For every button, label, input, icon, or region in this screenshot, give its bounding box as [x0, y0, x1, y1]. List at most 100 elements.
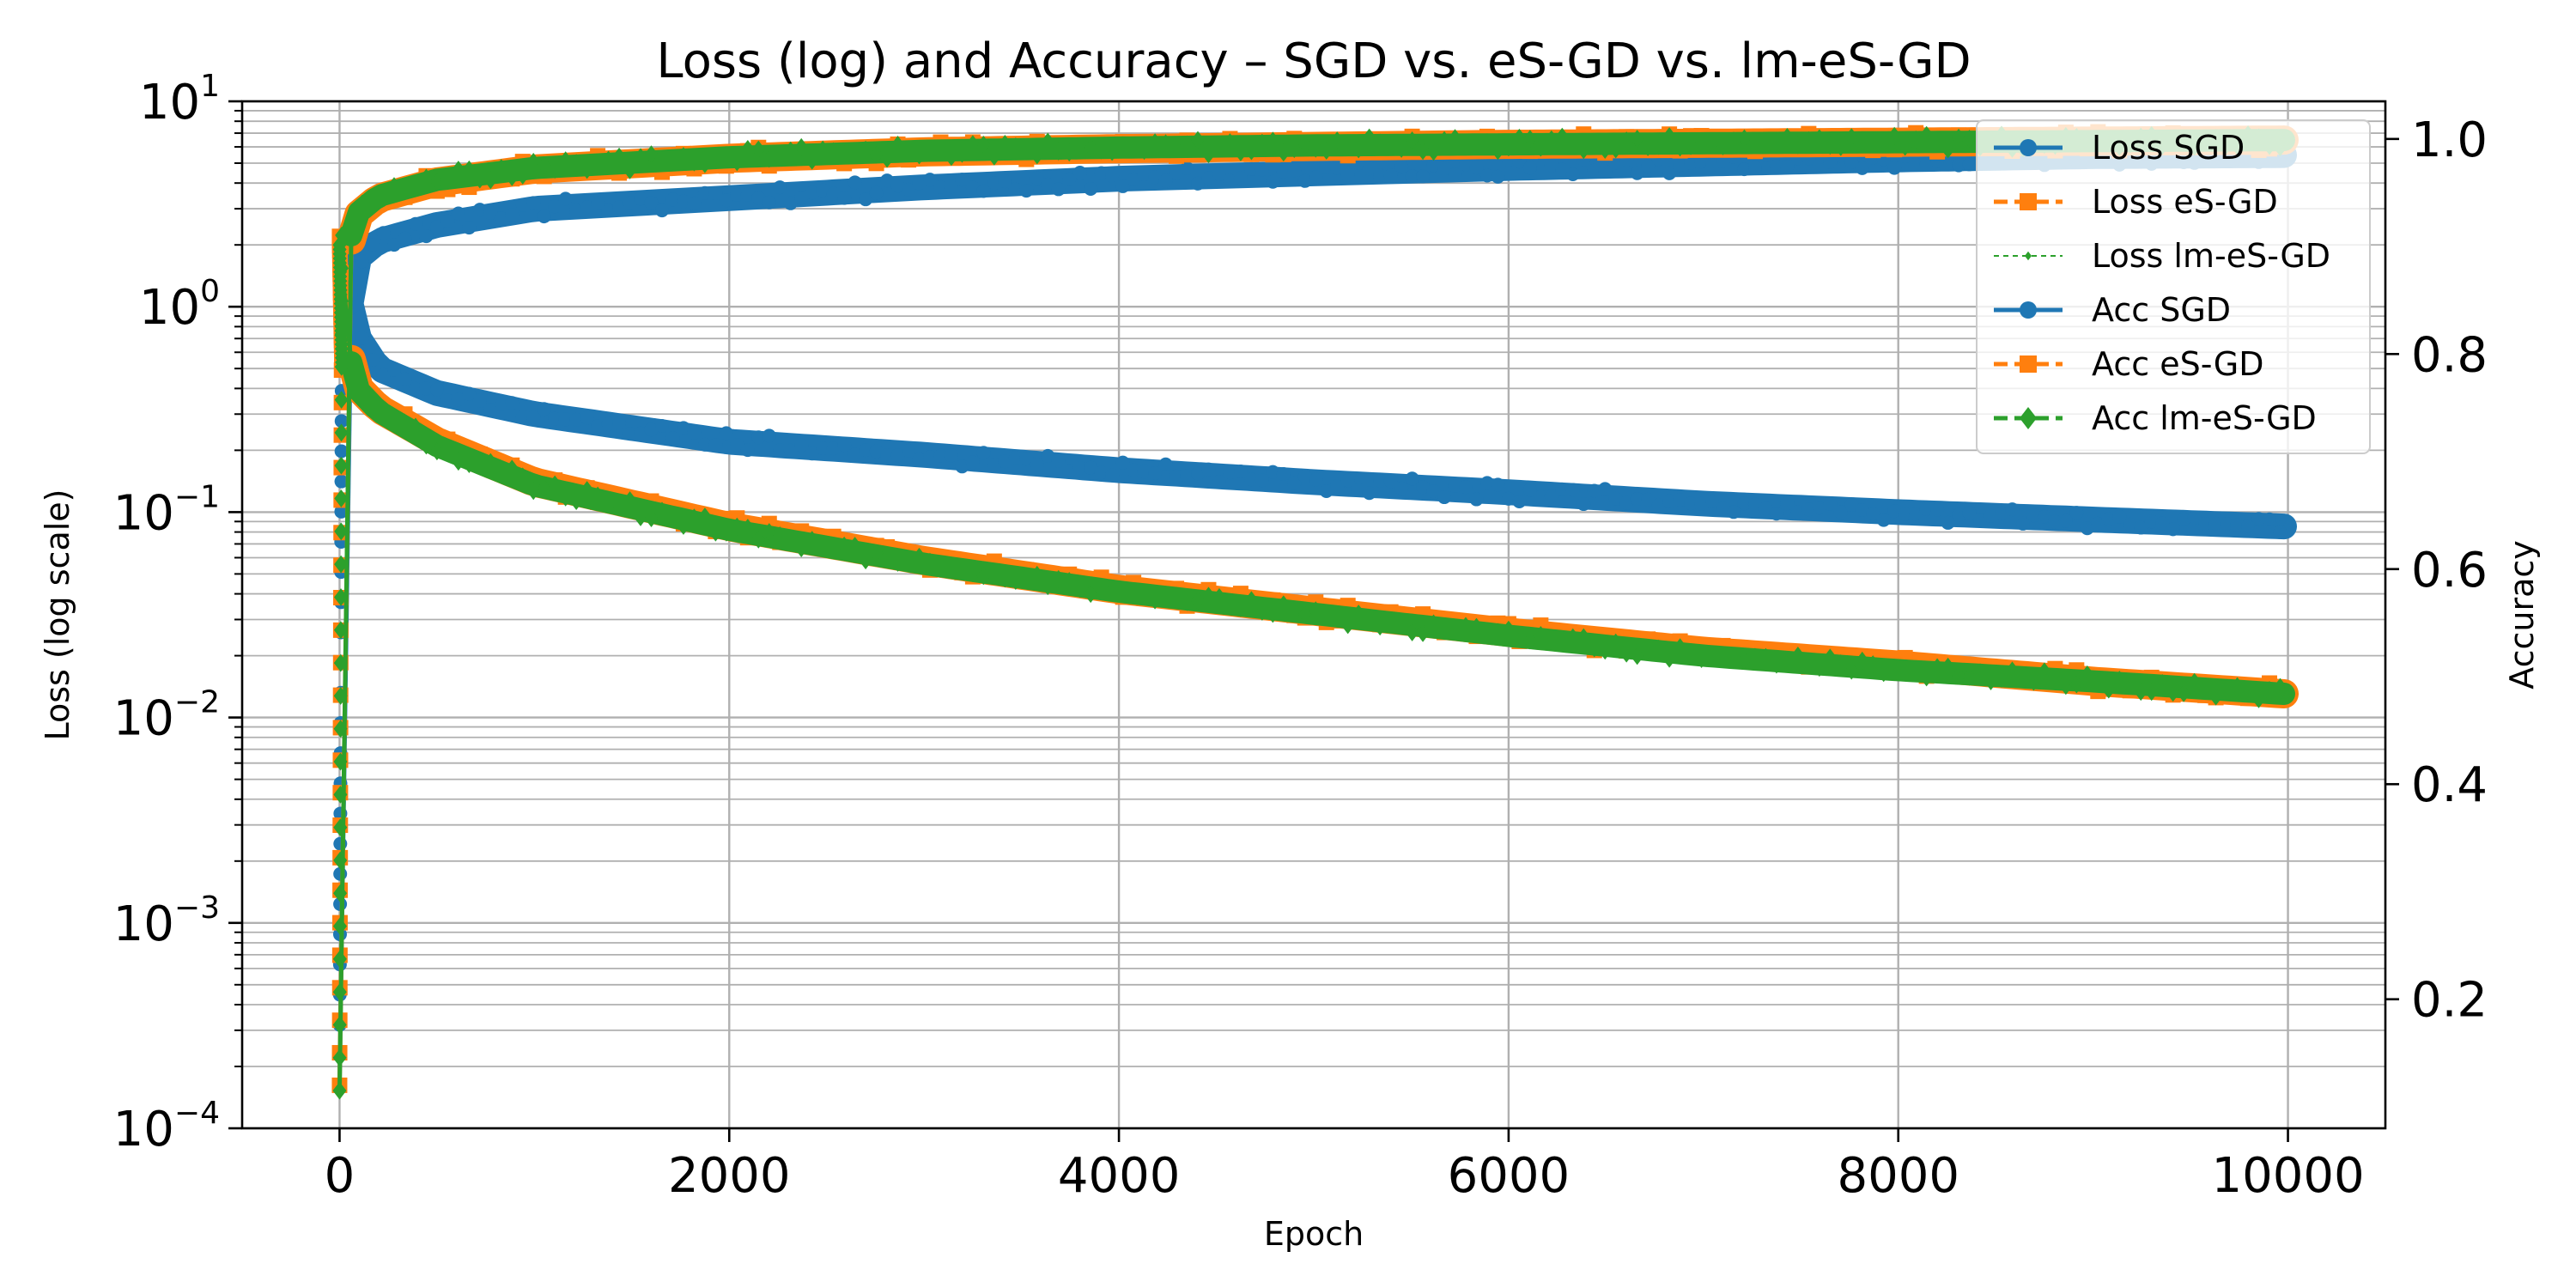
- data-point: [2080, 521, 2094, 536]
- data-point: [1223, 465, 1237, 480]
- data-point: [1759, 134, 1773, 153]
- data-point: [773, 180, 787, 195]
- data-point: [1233, 599, 1248, 617]
- data-point: [955, 173, 969, 187]
- data-point: [708, 523, 723, 542]
- data-point: [708, 186, 723, 201]
- data-point: [1479, 168, 1494, 183]
- data-point: [794, 438, 809, 453]
- data-point: [1501, 138, 1516, 157]
- data-point: [676, 147, 690, 165]
- data-point: [987, 176, 1001, 191]
- data-point: [1759, 501, 1773, 516]
- data-point: [1201, 462, 1216, 477]
- data-point: [987, 458, 1001, 472]
- data-point: [1319, 160, 1334, 174]
- data-point: [1030, 171, 1044, 185]
- data-point: [794, 539, 809, 558]
- data-point: [902, 553, 916, 572]
- data-point: [1555, 127, 1570, 146]
- data-point: [837, 191, 852, 205]
- data-point: [1148, 133, 1163, 152]
- data-point: [1255, 603, 1269, 621]
- data-point: [1994, 506, 2008, 520]
- data-point: [1512, 494, 1527, 508]
- data-point: [1608, 491, 1623, 506]
- data-point: [483, 171, 498, 190]
- data-point: [1062, 143, 1077, 162]
- data-point: [1309, 139, 1323, 158]
- data-point: [1898, 659, 1912, 678]
- data-point: [2155, 516, 2170, 531]
- data-point: [334, 489, 349, 507]
- data-point: [1340, 134, 1355, 153]
- data-point: [1105, 581, 1120, 600]
- data-point: [1962, 157, 1977, 172]
- data-point: [1962, 667, 1977, 686]
- data-point: [751, 140, 766, 159]
- data-point: [2198, 677, 2213, 696]
- data-point: [2230, 518, 2245, 532]
- data-point: [1416, 480, 1431, 495]
- data-point: [1812, 129, 1826, 148]
- data-point: [708, 147, 723, 166]
- data-point: [912, 146, 927, 165]
- data-point: [1898, 507, 1912, 521]
- data-point: [408, 417, 422, 436]
- data-point: [1319, 605, 1334, 623]
- data-point: [2220, 516, 2234, 531]
- data-point: [2101, 512, 2116, 526]
- data-point: [334, 391, 349, 410]
- data-point: [998, 135, 1012, 153]
- data-point: [1223, 133, 1237, 151]
- data-point: [1887, 161, 1902, 175]
- data-point: [859, 192, 873, 207]
- data-point: [612, 200, 627, 215]
- data-point: [1619, 131, 1634, 149]
- data-point: [783, 443, 798, 458]
- data-point: [1458, 136, 1473, 155]
- data-point: [1094, 465, 1109, 480]
- data-point: [1876, 664, 1891, 683]
- data-point: [1694, 132, 1709, 151]
- data-point: [2123, 517, 2137, 532]
- data-point: [1084, 138, 1098, 157]
- data-point: [2187, 510, 2202, 525]
- data-point: [1577, 497, 1591, 512]
- data-point: [654, 501, 669, 520]
- data-point: [2058, 677, 2073, 696]
- data-point: [1866, 507, 1880, 521]
- data-point: [332, 917, 347, 936]
- data-point: [334, 292, 349, 311]
- y-right-tick-label: 0.8: [2411, 327, 2488, 383]
- data-point: [1737, 651, 1752, 670]
- data-point: [1084, 460, 1098, 475]
- data-point: [1684, 155, 1698, 170]
- data-point: [1019, 452, 1034, 466]
- data-point: [1619, 495, 1634, 510]
- data-point: [1233, 143, 1248, 161]
- data-point: [644, 196, 659, 210]
- data-point: [1641, 138, 1656, 156]
- data-point: [1072, 166, 1087, 180]
- data-point: [1233, 171, 1248, 185]
- data-point: [451, 161, 465, 179]
- data-point: [1458, 157, 1473, 172]
- data-point: [1684, 137, 1698, 155]
- legend-label: Loss lm-eS-GD: [2092, 237, 2330, 275]
- data-point: [634, 426, 648, 440]
- data-point: [1673, 638, 1687, 657]
- data-point: [1555, 634, 1570, 653]
- data-point: [580, 161, 594, 179]
- data-point: [1512, 128, 1527, 147]
- data-point: [591, 157, 605, 175]
- data-point: [773, 443, 787, 458]
- data-point: [1790, 136, 1805, 155]
- data-point: [719, 523, 733, 542]
- data-point: [419, 168, 434, 187]
- data-point: [1309, 472, 1323, 487]
- data-point: [1008, 572, 1023, 591]
- data-point: [687, 508, 702, 527]
- data-point: [1309, 170, 1323, 185]
- data-point: [1115, 585, 1130, 603]
